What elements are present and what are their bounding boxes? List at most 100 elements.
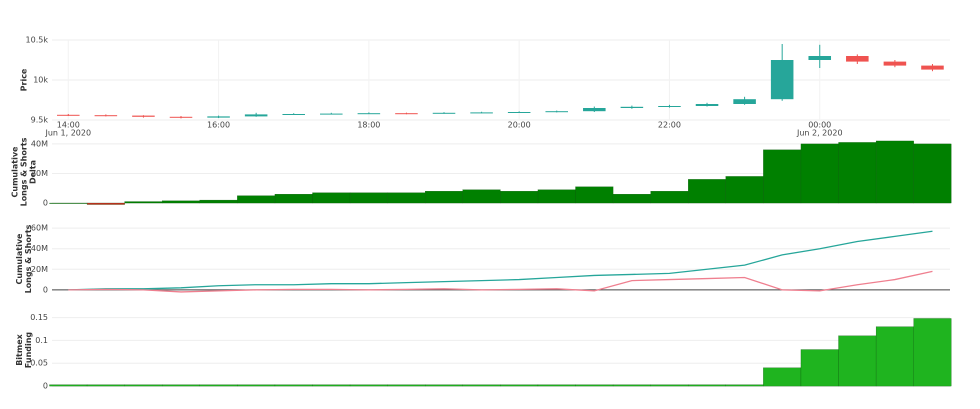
bar bbox=[199, 384, 238, 387]
bar bbox=[349, 384, 388, 387]
candle-body bbox=[620, 106, 644, 108]
bar bbox=[612, 384, 651, 387]
bar bbox=[500, 191, 539, 204]
bar bbox=[199, 199, 238, 204]
x-tick-label: 16:00 bbox=[207, 121, 230, 130]
bar bbox=[162, 200, 200, 204]
bar bbox=[913, 143, 952, 204]
bar bbox=[612, 194, 651, 204]
bar bbox=[349, 192, 388, 204]
y-tick-label: 40M bbox=[31, 244, 48, 253]
bar bbox=[387, 384, 426, 387]
bar bbox=[274, 384, 313, 387]
candle-body bbox=[470, 112, 493, 114]
line-series bbox=[68, 270, 933, 293]
y-tick-label: 0 bbox=[43, 382, 48, 391]
bar bbox=[537, 189, 576, 204]
bar bbox=[500, 384, 539, 387]
bar bbox=[312, 192, 351, 204]
bar bbox=[124, 384, 163, 387]
bar bbox=[575, 186, 614, 204]
bar bbox=[237, 384, 276, 387]
y-tick-label: 9.5k bbox=[31, 116, 49, 125]
candle-body bbox=[432, 112, 456, 114]
candle-body bbox=[57, 114, 80, 116]
bar bbox=[575, 384, 614, 387]
bar bbox=[86, 202, 125, 205]
x-tick-label: 20:00 bbox=[508, 121, 531, 130]
bar bbox=[162, 384, 200, 387]
y-tick-label: 0.1 bbox=[35, 336, 48, 345]
bar bbox=[387, 192, 426, 204]
candle-body bbox=[695, 104, 719, 106]
y-tick-label: 0.05 bbox=[30, 359, 48, 368]
candle-body bbox=[583, 108, 606, 112]
y-axis-title: Longs & Shorts bbox=[24, 224, 33, 293]
y-tick-label: 20M bbox=[31, 169, 48, 178]
x-tick-label: 00:00 bbox=[808, 121, 831, 130]
candle-body bbox=[883, 61, 907, 66]
bar bbox=[49, 202, 88, 204]
bar bbox=[725, 384, 764, 387]
y-tick-label: 10k bbox=[33, 76, 48, 85]
bar bbox=[537, 384, 576, 387]
x-tick-label: 14:00 bbox=[57, 121, 80, 130]
bar bbox=[425, 191, 463, 204]
y-tick-label: 0.15 bbox=[30, 313, 48, 322]
candle-body bbox=[395, 113, 418, 115]
y-tick-label: 20M bbox=[31, 265, 48, 274]
bar bbox=[425, 384, 463, 387]
bar bbox=[312, 384, 351, 387]
bar bbox=[838, 335, 877, 387]
bar bbox=[650, 191, 689, 204]
candle-body bbox=[320, 113, 343, 115]
bar bbox=[875, 326, 914, 387]
y-axis-title: Cumulative bbox=[11, 146, 20, 198]
x-tick-label: 22:00 bbox=[658, 121, 681, 130]
y-tick-label: 0 bbox=[43, 199, 48, 208]
y-axis-title: Funding bbox=[24, 332, 33, 369]
bar bbox=[838, 142, 877, 204]
bar bbox=[237, 195, 276, 204]
bar bbox=[274, 194, 313, 204]
bar bbox=[124, 201, 163, 204]
bar bbox=[913, 318, 952, 387]
y-axis-title: Delta bbox=[29, 160, 38, 184]
y-tick-label: 10.5k bbox=[26, 36, 49, 45]
candle-body bbox=[846, 56, 869, 62]
bar bbox=[86, 384, 125, 387]
candle-body bbox=[507, 112, 531, 113]
bar bbox=[650, 384, 689, 387]
bar bbox=[462, 384, 501, 387]
y-axis-title: Cumulative bbox=[15, 233, 24, 285]
bar bbox=[763, 149, 802, 204]
bar bbox=[875, 140, 914, 204]
bar bbox=[462, 189, 501, 204]
y-tick-label: 60M bbox=[31, 224, 48, 233]
candle-body bbox=[94, 115, 118, 117]
candle-body bbox=[658, 106, 681, 107]
bar bbox=[800, 143, 839, 204]
bar bbox=[688, 384, 726, 387]
candle-body bbox=[733, 99, 756, 104]
bar bbox=[725, 176, 764, 204]
candle-body bbox=[921, 65, 944, 70]
candle-body bbox=[282, 114, 305, 115]
bar bbox=[688, 179, 726, 204]
candle-body bbox=[207, 116, 230, 118]
bar bbox=[763, 367, 802, 387]
candle-body bbox=[770, 60, 794, 100]
bar bbox=[49, 384, 88, 387]
candle-body bbox=[169, 116, 193, 118]
x-tick-label: 18:00 bbox=[357, 121, 380, 130]
bar bbox=[800, 349, 839, 387]
candle-body bbox=[545, 111, 569, 113]
x-tick-date-label: Jun 1, 2020 bbox=[44, 129, 91, 138]
candle-body bbox=[244, 114, 268, 117]
candle-body bbox=[357, 113, 381, 115]
x-tick-date-label: Jun 2, 2020 bbox=[796, 129, 843, 138]
y-tick-label: 40M bbox=[31, 139, 48, 148]
y-axis-title: Longs & Shorts bbox=[20, 137, 29, 206]
y-tick-label: 0 bbox=[43, 285, 48, 294]
